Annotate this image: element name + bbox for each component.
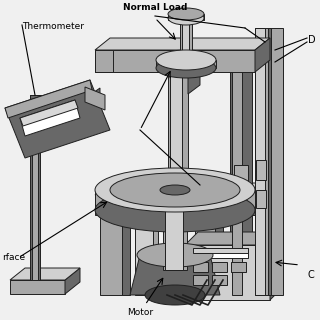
Bar [232, 50, 242, 295]
Text: rface: rface [2, 253, 25, 262]
Bar [30, 95, 90, 103]
Bar [268, 28, 271, 295]
Bar [212, 262, 227, 272]
Polygon shape [255, 38, 270, 72]
Bar [230, 50, 252, 295]
Polygon shape [130, 255, 220, 295]
Ellipse shape [145, 285, 205, 305]
Ellipse shape [95, 188, 255, 232]
Ellipse shape [168, 8, 204, 20]
Polygon shape [90, 88, 100, 103]
Bar [95, 195, 255, 215]
Bar [193, 248, 248, 258]
Polygon shape [20, 100, 80, 136]
Bar [168, 14, 204, 20]
Polygon shape [95, 38, 270, 50]
Ellipse shape [156, 50, 216, 70]
Bar [163, 210, 187, 270]
Bar [95, 50, 113, 72]
Bar [255, 28, 265, 295]
Bar [185, 245, 270, 300]
Text: D: D [308, 35, 316, 45]
Bar [30, 95, 40, 280]
Bar [156, 60, 216, 68]
Text: C: C [308, 270, 315, 280]
Polygon shape [168, 63, 200, 72]
Bar [122, 215, 130, 295]
Ellipse shape [95, 168, 255, 212]
Ellipse shape [110, 173, 240, 207]
Bar [195, 215, 215, 295]
Bar [193, 275, 208, 285]
Bar [255, 28, 283, 295]
Polygon shape [270, 232, 283, 300]
Polygon shape [188, 63, 200, 94]
Ellipse shape [160, 185, 190, 195]
Bar [182, 18, 189, 60]
Polygon shape [185, 232, 283, 245]
Polygon shape [95, 183, 270, 195]
Polygon shape [5, 80, 92, 118]
Bar [32, 95, 38, 280]
Bar [234, 165, 248, 183]
Polygon shape [65, 268, 80, 294]
Bar [215, 215, 223, 295]
Bar [100, 215, 122, 295]
Bar [168, 72, 188, 195]
Ellipse shape [137, 243, 213, 267]
Polygon shape [10, 268, 80, 280]
Bar [165, 210, 183, 270]
Bar [95, 190, 255, 210]
Bar [193, 248, 248, 253]
Bar [234, 195, 248, 210]
Bar [10, 280, 65, 294]
Bar [95, 50, 255, 72]
Bar [231, 262, 246, 272]
Polygon shape [255, 183, 270, 215]
Polygon shape [85, 87, 105, 110]
Ellipse shape [168, 11, 204, 25]
Bar [135, 215, 153, 295]
Ellipse shape [156, 58, 216, 78]
Polygon shape [20, 100, 78, 126]
Bar [256, 160, 266, 180]
Bar [212, 275, 227, 285]
Bar [170, 72, 182, 195]
Bar [256, 190, 266, 208]
Text: Thermometer: Thermometer [22, 22, 84, 31]
Bar [180, 18, 192, 60]
Bar [153, 215, 158, 295]
Text: Normal Load: Normal Load [123, 3, 187, 12]
Text: Motor: Motor [127, 308, 153, 317]
Polygon shape [5, 80, 110, 158]
Bar [193, 262, 208, 272]
